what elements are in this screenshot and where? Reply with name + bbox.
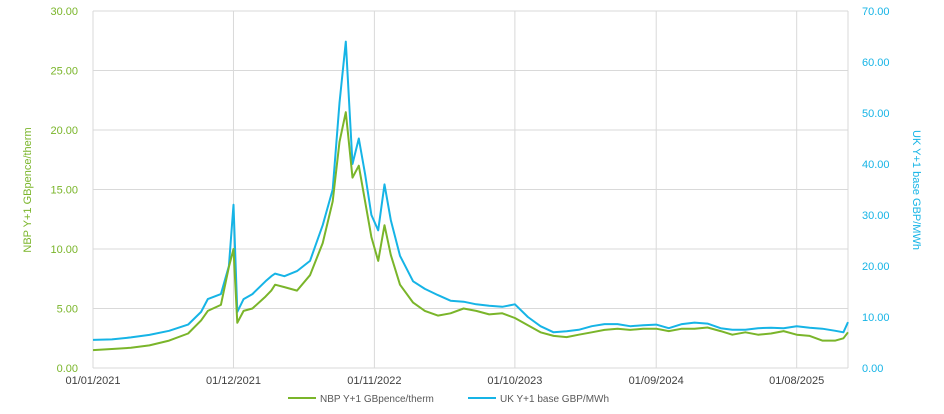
right-tick-label: 0.00	[862, 363, 883, 375]
left-axis: 0.00 5.00 10.00 15.00 20.00 25.00 30.00	[50, 6, 78, 375]
left-tick-label: 15.00	[50, 185, 78, 197]
left-tick-label: 0.00	[57, 363, 78, 375]
uk-line	[92, 40, 849, 341]
right-tick-label: 40.00	[862, 159, 890, 171]
right-tick-label: 60.00	[862, 57, 890, 69]
right-tick-label: 70.00	[862, 6, 890, 18]
left-tick-label: 10.00	[50, 244, 78, 256]
left-tick-label: 20.00	[50, 125, 78, 137]
gridlines	[92, 10, 849, 369]
x-tick-label: 01/09/2024	[629, 375, 684, 387]
left-axis-title: NBP Y+1 GBpence/therm	[22, 127, 34, 252]
x-tick-label: 01/08/2025	[769, 375, 824, 387]
x-tick-label: 01/11/2022	[347, 375, 401, 387]
legend: NBP Y+1 GBpence/therm UK Y+1 base GBP/MW…	[288, 394, 609, 405]
right-axis: 0.00 10.00 20.00 30.00 40.00 50.00 60.00 70.00	[862, 6, 890, 375]
legend-label-uk: UK Y+1 base GBP/MWh	[500, 394, 609, 405]
right-tick-label: 20.00	[862, 261, 890, 273]
right-tick-label: 50.00	[862, 108, 890, 120]
x-tick-label: 01/01/2021	[65, 375, 120, 387]
left-tick-label: 25.00	[50, 66, 78, 78]
legend-label-nbp: NBP Y+1 GBpence/therm	[320, 394, 434, 405]
x-tick-label: 01/12/2021	[206, 375, 261, 387]
left-tick-label: 30.00	[50, 6, 78, 18]
series-group	[92, 40, 849, 352]
x-axis: 01/01/2021 01/12/2021 01/11/2022 01/10/2023…	[65, 375, 824, 387]
right-tick-label: 30.00	[862, 210, 890, 222]
x-tick-label: 01/10/2023	[487, 375, 542, 387]
left-tick-label: 5.00	[57, 304, 78, 316]
right-axis-title: UK Y+1 base GBP/MWh	[910, 130, 922, 250]
nbp-line	[92, 111, 849, 352]
right-tick-label: 10.00	[862, 312, 890, 324]
